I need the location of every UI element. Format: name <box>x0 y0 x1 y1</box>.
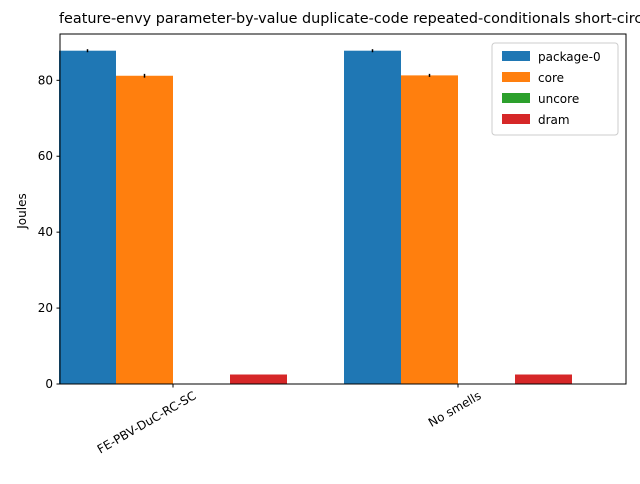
y-tick-label: 0 <box>45 377 53 391</box>
legend-label-uncore: uncore <box>538 92 579 106</box>
bar-dram-0 <box>230 374 287 384</box>
bar-dram-1 <box>515 374 572 384</box>
bar-core-1 <box>401 75 458 384</box>
y-tick-label: 20 <box>38 301 53 315</box>
y-tick-label: 40 <box>38 225 53 239</box>
y-tick-label: 60 <box>38 149 53 163</box>
legend-label-package-0: package-0 <box>538 50 601 64</box>
legend-swatch-package-0 <box>502 51 530 61</box>
legend-swatch-core <box>502 72 530 82</box>
legend: package-0 core uncore dram <box>491 42 619 136</box>
bar-package-0-1 <box>344 50 401 384</box>
legend-box <box>491 42 619 136</box>
y-tick-label: 80 <box>38 73 53 87</box>
legend-label-dram: dram <box>538 113 570 127</box>
plot-frame <box>59 33 627 385</box>
legend-swatch-uncore <box>502 93 530 103</box>
y-axis-label: Joules <box>15 193 29 229</box>
legend-label-core: core <box>538 71 564 85</box>
bar-core-0 <box>116 75 173 384</box>
error-bars-layer <box>86 49 431 78</box>
legend-swatch-dram <box>502 114 530 124</box>
chart-title: feature-envy parameter-by-value duplicat… <box>59 11 640 27</box>
bars-layer <box>59 50 572 384</box>
bar-package-0-0 <box>59 50 116 384</box>
